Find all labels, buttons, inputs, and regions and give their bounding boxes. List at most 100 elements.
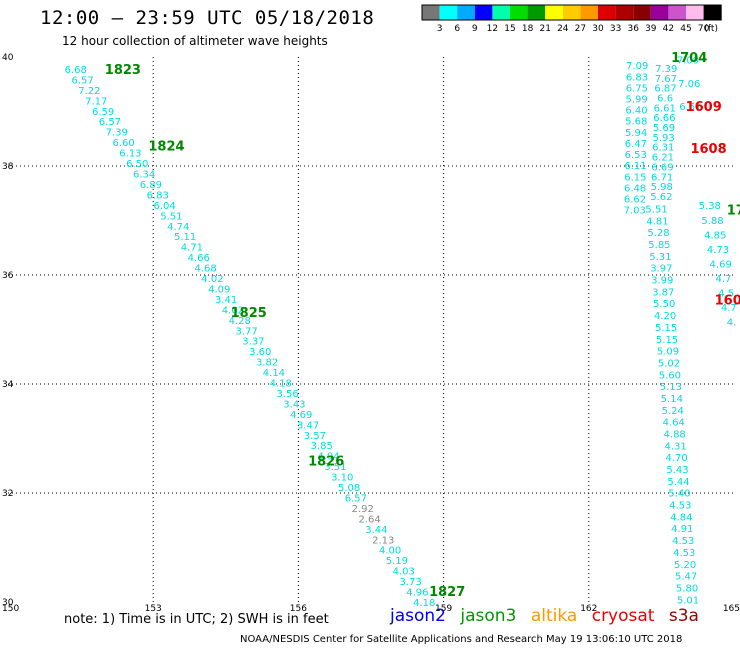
time-label: 1609 [686, 100, 722, 115]
color-scale-cell [686, 5, 704, 20]
wave-height-point: 4.28 [229, 316, 251, 327]
wave-height-point: 5.24 [662, 406, 684, 417]
chart-grid [8, 57, 734, 602]
wave-height-point: 3.57 [304, 431, 326, 442]
wave-height-point: 6.61 [654, 103, 676, 114]
wave-height-point: 6.89 [140, 180, 162, 191]
wave-height-point: 4.73 [707, 245, 729, 256]
wave-height-point: 3.97 [650, 264, 672, 275]
wave-height-point: 4.03 [393, 567, 415, 578]
wave-height-point: 4.69 [710, 259, 732, 270]
wave-height-point: 4.09 [208, 284, 230, 295]
wave-height-point: 5.98 [651, 182, 673, 193]
time-label: 160 [715, 294, 740, 309]
wave-height-point: 6.57 [99, 117, 121, 128]
wave-height-point: 6.48 [624, 183, 646, 194]
wave-height-point: 7.09 [677, 56, 699, 67]
color-scale-label: 21 [539, 24, 550, 34]
time-label: 1827 [429, 585, 465, 600]
wave-height-point: 6.87 [654, 84, 676, 95]
wave-height-point: 5.38 [699, 201, 721, 212]
color-scale-label: 36 [627, 24, 639, 34]
color-scale-cell [422, 5, 440, 20]
color-scale-bar: 3 6 9 12 15 18 21 24 27 30 33 36 39 42 45 70(ft) [421, 4, 722, 34]
wave-height-point: 4.74 [167, 222, 189, 233]
color-scale-cell [668, 5, 686, 20]
satellite-legend: jason2 jason3 altika cryosat s3a [390, 606, 708, 626]
wave-height-point: 6.04 [153, 201, 175, 212]
wave-height-point: 4.68 [194, 264, 216, 275]
wave-height-point: 6.40 [625, 106, 647, 117]
color-scale-cell [633, 5, 651, 20]
wave-height-point: 6.21 [652, 153, 674, 164]
time-label: 1704 [671, 51, 707, 66]
time-label: 17 [727, 204, 740, 219]
wave-height-point: 7.22 [78, 86, 100, 97]
time-labels: 1823 1824 1825 1826 1827 1704 1609 1608 17 160 [105, 51, 740, 600]
color-scale-label: 3 [437, 24, 443, 34]
wave-height-point: 4.88 [664, 429, 686, 440]
wave-height-point: 2.64 [358, 514, 380, 525]
wave-height-point: 6.57 [71, 75, 93, 86]
legend-jason3: jason3 [460, 606, 517, 626]
wave-height-point: 4.66 [188, 253, 210, 264]
wave-height-point: 6.6 [657, 93, 673, 104]
color-scale-cell [474, 5, 493, 20]
wave-height-point: 6.31 [652, 143, 674, 154]
wave-height-point: 3.44 [365, 525, 387, 536]
wave-height-point: 5.01 [677, 595, 699, 606]
wave-height-point: 6.60 [112, 138, 134, 149]
color-scale-label: 27 [575, 24, 586, 34]
wave-height-point: 6.71 [651, 172, 673, 183]
wave-height-point: 7.39 [106, 128, 128, 139]
color-scale-label: 42 [663, 24, 674, 34]
wave-height-point: 3.87 [652, 287, 674, 298]
wave-height-point: 3.37 [242, 337, 264, 348]
wave-height-point: 4.70 [665, 453, 687, 464]
wave-height-point: 3.82 [256, 358, 278, 369]
wave-height-point: 3.10 [331, 473, 353, 484]
wave-height-point: 5.47 [675, 572, 697, 583]
wave-height-point: 3.60 [249, 347, 271, 358]
chart-subtitle: 12 hour collection of altimeter wave hei… [62, 34, 328, 48]
wave-height-point: 5.28 [647, 228, 669, 239]
footnote: note: 1) Time is in UTC; 2) SWH is in fe… [64, 612, 329, 627]
legend-cryosat: cryosat [591, 606, 655, 626]
wave-height-point: 5.62 [650, 192, 672, 203]
wave-height-point: 5.51 [645, 205, 667, 216]
x-tick-label: 156 [290, 604, 307, 614]
legend-s3a: s3a [668, 606, 699, 626]
wave-height-point: 4.18 [413, 598, 435, 609]
wave-height-point: 3.43 [283, 399, 305, 410]
wave-height-point: 4.81 [646, 216, 668, 227]
color-scale-cell [615, 5, 634, 20]
wave-height-point: 6.57 [345, 493, 367, 504]
color-scale-cell [545, 5, 563, 20]
wave-height-point: 6.15 [624, 172, 646, 183]
y-tick-label: 30 [2, 598, 14, 608]
wave-height-point: 4.96 [406, 588, 428, 599]
color-scale-label: 6 [454, 24, 460, 34]
color-scale-cell [562, 5, 581, 20]
color-scale-label: 12 [487, 24, 498, 34]
wave-height-point: 5.69 [653, 123, 675, 134]
wave-height-point: 6.13 [119, 149, 141, 160]
color-scale-label: 9 [472, 24, 478, 34]
wave-height-point: 5.44 [667, 477, 689, 488]
wave-height-point: 5.50 [653, 299, 675, 310]
wave-height-point: 5.85 [648, 240, 670, 251]
axis-ticks: 150 153 156 159 162 165 30 32 34 36 38 40 [2, 53, 740, 614]
wave-height-point: 4. [727, 317, 737, 328]
wave-height-point: 6.69 [651, 162, 673, 173]
wave-height-point: 6.66 [653, 113, 675, 124]
color-scale-cell [439, 5, 458, 20]
color-scale-cell [703, 5, 722, 20]
wave-height-point: 5.15 [656, 335, 678, 346]
wave-height-point: 5.60 [659, 370, 681, 381]
wave-height-point: 5.99 [626, 95, 648, 106]
wave-height-point: 6.50 [126, 159, 148, 170]
x-tick-label: 159 [435, 604, 452, 614]
color-scale-label: 18 [522, 24, 534, 34]
wave-height-point: 7.67 [655, 74, 677, 85]
wave-height-point: 4.94 [317, 452, 339, 463]
